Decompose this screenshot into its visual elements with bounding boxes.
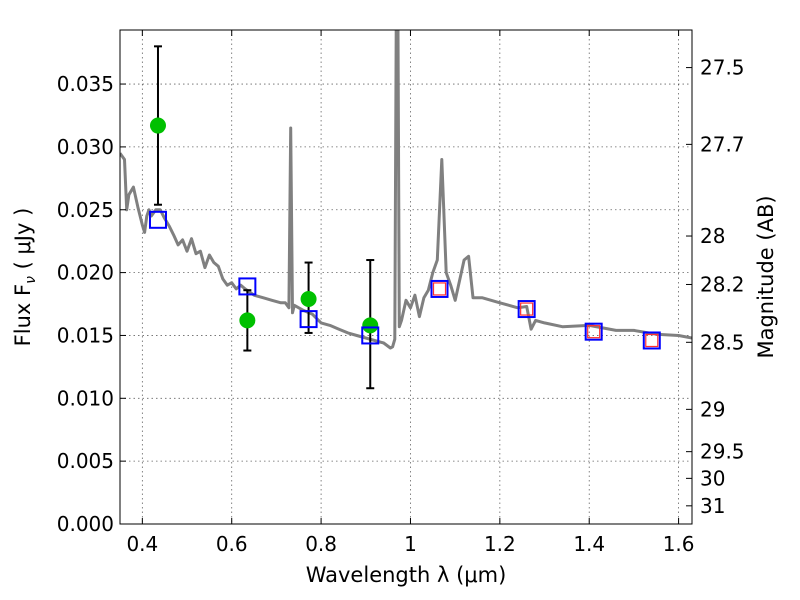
axis-ticks: 0.4 0.6 0.8 1 1.2 1.4 1.6 0.000 0.005 0.010 0.015 0… [57, 30, 745, 556]
y-axis-label-subscript: ν [23, 276, 39, 284]
model-band-square-inner [432, 282, 447, 296]
model-band-square [517, 300, 536, 319]
y-axis-label-main: Flux F [11, 284, 35, 346]
mag-tick-label: 29.5 [700, 440, 745, 464]
mag-tick-label: 31 [700, 494, 725, 518]
y-tick-label: 0.025 [57, 198, 114, 222]
model-band-square-inner [587, 325, 601, 339]
x-tick-label: 0.6 [216, 532, 248, 556]
observed-point [239, 312, 256, 329]
model-band-square [148, 210, 167, 229]
model-band-square [361, 326, 380, 345]
plot-area [120, 30, 692, 390]
plot-frame [119, 29, 693, 525]
y-tick-label: 0.010 [57, 386, 114, 410]
model-band-square [238, 277, 257, 296]
model-band-square [430, 279, 449, 298]
mag-tick-label: 28.5 [700, 330, 745, 354]
y-tick-label: 0.030 [57, 135, 114, 159]
x-tick-label: 1 [404, 532, 417, 556]
observed-point [300, 290, 317, 307]
y-tick-label: 0.000 [57, 512, 114, 536]
x-axis-label: Wavelength λ (μm) [306, 563, 507, 587]
observed-point [362, 317, 379, 334]
grid [120, 30, 692, 525]
y-axis-label-unit: ( μJy ) [11, 208, 35, 276]
mag-tick-label: 28 [700, 224, 725, 248]
mag-tick-label: 27.7 [700, 132, 745, 156]
spectrum-line [120, 30, 692, 350]
model-band-square-inner [520, 302, 534, 316]
x-tick-label: 1.2 [484, 532, 516, 556]
mag-tick-label: 29 [700, 397, 725, 421]
model-band-square [642, 331, 661, 350]
model-band-square-inner [645, 333, 659, 348]
x-tick-label: 1.6 [663, 532, 695, 556]
y-axis-label: Flux Fν ( μJy ) [11, 208, 39, 347]
x-tick-label: 1.4 [573, 532, 605, 556]
x-tick-label: 0.4 [126, 532, 158, 556]
y2-axis-label: Magnitude (AB) [754, 195, 778, 358]
x-tick-label: 0.8 [305, 532, 337, 556]
y-tick-label: 0.005 [57, 449, 114, 473]
model-band-square [584, 322, 603, 341]
mag-tick-label: 27.5 [700, 56, 745, 80]
mag-tick-label: 30 [700, 466, 725, 490]
y-tick-label: 0.035 [57, 72, 114, 96]
observed-point [149, 117, 166, 134]
model-band-square [299, 310, 318, 329]
mag-tick-label: 28.2 [700, 272, 745, 296]
y-tick-label: 0.015 [57, 323, 114, 347]
y-tick-label: 0.020 [57, 261, 114, 285]
